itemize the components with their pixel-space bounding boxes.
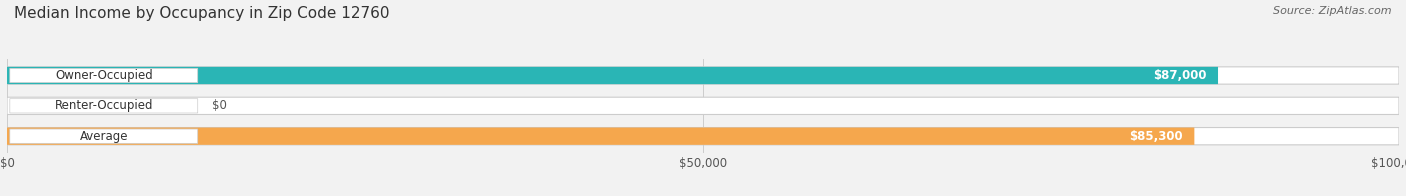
- Text: $85,300: $85,300: [1129, 130, 1184, 143]
- Text: $0: $0: [212, 99, 226, 112]
- FancyBboxPatch shape: [7, 67, 1399, 84]
- Text: Owner-Occupied: Owner-Occupied: [55, 69, 153, 82]
- FancyBboxPatch shape: [10, 129, 198, 143]
- FancyBboxPatch shape: [7, 67, 1218, 84]
- Text: Average: Average: [80, 130, 128, 143]
- Text: $87,000: $87,000: [1153, 69, 1206, 82]
- FancyBboxPatch shape: [7, 128, 1399, 145]
- FancyBboxPatch shape: [7, 128, 1194, 145]
- Text: Renter-Occupied: Renter-Occupied: [55, 99, 153, 112]
- Text: Median Income by Occupancy in Zip Code 12760: Median Income by Occupancy in Zip Code 1…: [14, 6, 389, 21]
- FancyBboxPatch shape: [7, 97, 1399, 114]
- Text: Source: ZipAtlas.com: Source: ZipAtlas.com: [1274, 6, 1392, 16]
- FancyBboxPatch shape: [10, 68, 198, 83]
- FancyBboxPatch shape: [10, 99, 198, 113]
